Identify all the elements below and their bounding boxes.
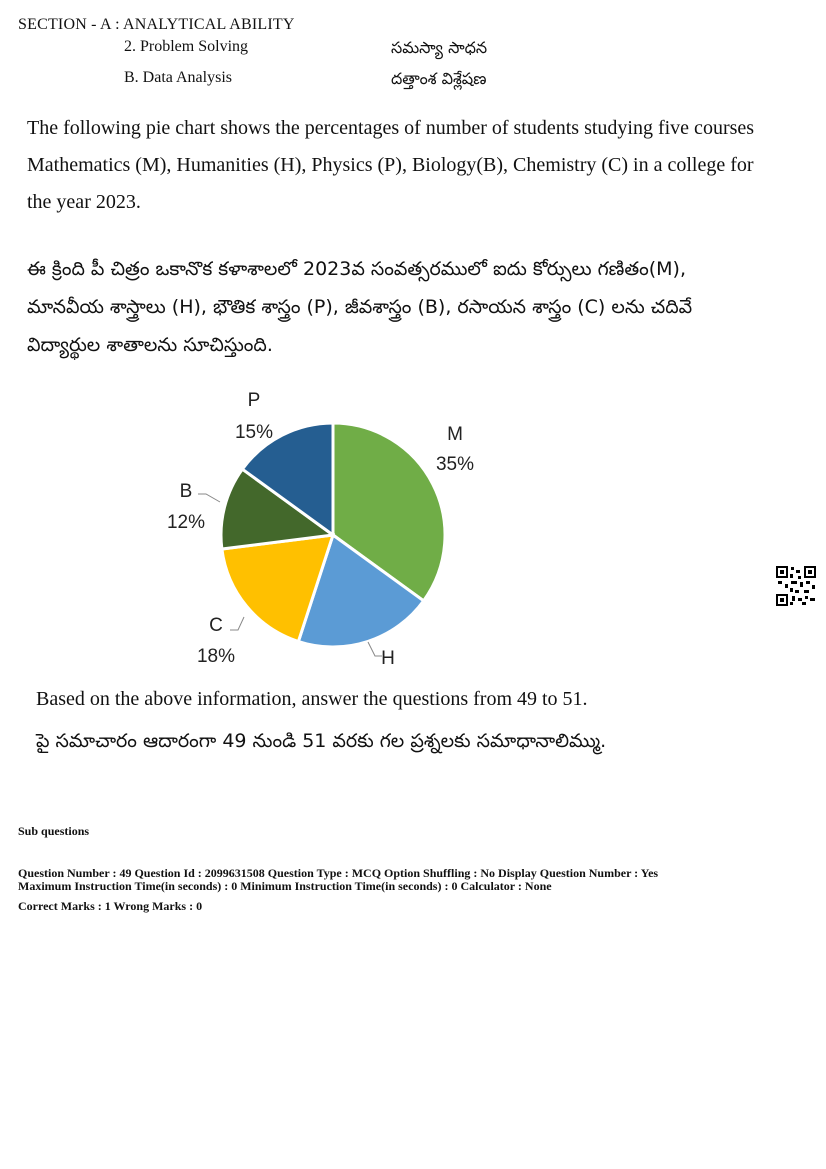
pie-slice-P (240, 421, 335, 538)
instruction-english: Based on the above information, answer t… (36, 688, 588, 710)
slice-value-B: 12% (167, 512, 205, 533)
slice-value-C: 18% (197, 646, 235, 667)
slice-label-B: B (180, 481, 193, 502)
question-meta-line2: Maximum Instruction Time(in seconds) : 0… (18, 879, 552, 893)
question-paragraph-english: The following pie chart shows the percen… (27, 117, 755, 213)
subsection-problem-solving-telugu: సమస్యా సాధన (391, 38, 488, 57)
qr-code-icon (776, 566, 816, 606)
question-paragraph-telugu: ఈ క్రింది పీ చిత్రం ఒకానొక కళాశాలలో 2023… (27, 258, 693, 356)
slice-label-H: H (381, 648, 395, 669)
pie-slice-H (296, 532, 426, 649)
subsection-data-analysis: B. Data Analysis (124, 69, 232, 86)
question-meta-line3: Correct Marks : 1 Wrong Marks : 0 (18, 899, 203, 913)
section-title: SECTION - A : ANALYTICAL ABILITY (18, 16, 295, 33)
leader-line-H (367, 641, 382, 657)
subsection-problem-solving: 2. Problem Solving (124, 38, 249, 55)
slice-label-P: P (248, 390, 261, 411)
pie-slice-B (219, 467, 337, 551)
leader-line-B (198, 493, 221, 503)
slice-value-P: 15% (235, 422, 273, 443)
instruction-telugu: పై సమాచారం ఆదారంగా 49 నుండి 51 వరకు గల ప… (36, 730, 607, 752)
question-meta-line1: Question Number : 49 Question Id : 20996… (18, 866, 659, 880)
pie-chart: M 35% H C 18% B 12% P 15% (167, 390, 474, 669)
slice-label-C: C (209, 615, 223, 636)
sub-questions-label: Sub questions (18, 824, 90, 838)
subsection-data-analysis-telugu: దత్తాంశ విశ్లేషణ (391, 69, 487, 88)
leader-line-C (230, 616, 245, 631)
pie-slice-C (220, 533, 336, 644)
slice-label-M: M (447, 424, 463, 445)
slice-value-M: 35% (436, 454, 474, 475)
pie-slice-M (331, 421, 447, 603)
